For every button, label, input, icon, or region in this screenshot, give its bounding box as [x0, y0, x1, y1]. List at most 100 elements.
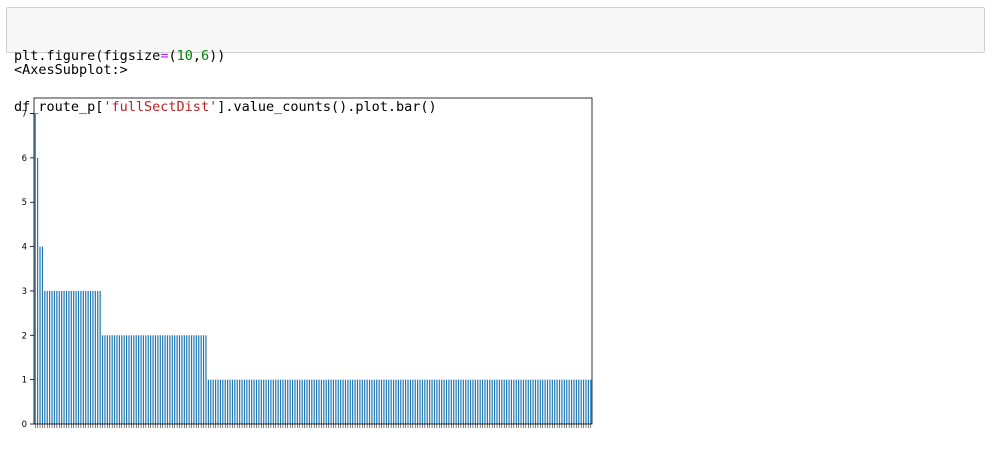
bar	[332, 379, 335, 424]
bar	[51, 290, 53, 424]
bar	[251, 379, 253, 424]
bar	[157, 335, 159, 424]
code-cell-input[interactable]: plt.figure(figsize=(10,6)) df_route_p['f…	[6, 7, 985, 115]
bar	[239, 379, 241, 424]
bar	[77, 290, 80, 424]
bar	[253, 379, 255, 424]
bar	[465, 379, 467, 424]
bar	[371, 379, 373, 424]
bar	[518, 379, 520, 424]
bar	[426, 379, 428, 424]
y-tick-label: 1	[22, 376, 27, 386]
bar	[448, 379, 450, 424]
y-tick-label: 2	[22, 331, 27, 341]
bar	[49, 290, 51, 424]
bar	[556, 379, 558, 424]
bar-chart-output: 0 1 2 3 4 5 6 7	[0, 90, 620, 455]
bar	[193, 335, 195, 424]
bar	[198, 335, 200, 424]
bar	[325, 379, 327, 424]
bar	[140, 335, 142, 424]
bar	[181, 335, 183, 424]
bar	[522, 379, 525, 424]
bar	[263, 379, 265, 424]
bar	[301, 379, 303, 424]
bar	[152, 335, 154, 424]
bar	[580, 379, 582, 424]
code-token: plt.figure(figsize	[14, 48, 161, 64]
bar	[501, 379, 503, 424]
bar	[417, 379, 419, 424]
bar	[441, 379, 443, 424]
bar	[150, 335, 152, 424]
bar	[279, 379, 282, 424]
bar	[166, 335, 169, 424]
code-token: (	[168, 48, 177, 64]
bar	[469, 379, 472, 424]
bar	[231, 379, 234, 424]
bar	[587, 379, 589, 424]
bar	[275, 379, 277, 424]
bar	[113, 335, 116, 424]
bar	[352, 379, 354, 424]
bar	[89, 290, 92, 424]
bar	[498, 379, 500, 424]
code-line-1: plt.figure(figsize=(10,6))	[14, 48, 984, 65]
bar	[496, 379, 498, 424]
bar	[46, 290, 48, 424]
bar	[330, 379, 332, 424]
bar-chart-svg: 0 1 2 3 4 5 6 7	[22, 97, 593, 430]
bar	[80, 290, 82, 424]
bar	[484, 379, 486, 424]
bar	[453, 379, 455, 424]
bar	[63, 290, 65, 424]
bar	[472, 379, 474, 424]
bar	[294, 379, 296, 424]
bar	[248, 379, 250, 424]
bar	[145, 335, 147, 424]
cell-output-text: <AxesSubplot:>	[14, 62, 128, 78]
bar	[162, 335, 164, 424]
code-token-number: 10	[176, 48, 193, 64]
bar	[130, 335, 133, 424]
bar	[561, 379, 563, 424]
bar	[344, 379, 347, 424]
bar	[92, 290, 94, 424]
code-line-2: df_route_p['fullSectDist'].value_counts(…	[14, 99, 984, 116]
bar	[479, 379, 481, 424]
bar	[291, 379, 294, 424]
bar	[260, 379, 262, 424]
bar	[178, 335, 181, 424]
bar	[445, 379, 448, 424]
bar	[534, 379, 537, 424]
bar	[462, 379, 464, 424]
bar	[347, 379, 349, 424]
y-tick-label: 0	[22, 420, 27, 430]
bar	[578, 379, 580, 424]
bar	[421, 379, 424, 424]
y-tick-label: 4	[22, 243, 27, 253]
bar	[508, 379, 510, 424]
bar	[582, 379, 585, 424]
bar	[527, 379, 529, 424]
bar	[568, 379, 570, 424]
bar	[227, 379, 229, 424]
bar	[356, 379, 359, 424]
bar	[385, 379, 387, 424]
bar	[121, 335, 123, 424]
bar	[551, 379, 553, 424]
code-token: ))	[209, 48, 226, 64]
bar	[94, 290, 96, 424]
bar	[142, 335, 145, 424]
bar	[481, 379, 484, 424]
bar	[68, 290, 70, 424]
bar	[147, 335, 149, 424]
bar	[277, 379, 279, 424]
bar	[544, 379, 546, 424]
bar	[272, 379, 274, 424]
bar	[270, 379, 272, 424]
bar	[109, 335, 111, 424]
bar	[354, 379, 356, 424]
bar	[438, 379, 440, 424]
bar	[205, 335, 207, 424]
